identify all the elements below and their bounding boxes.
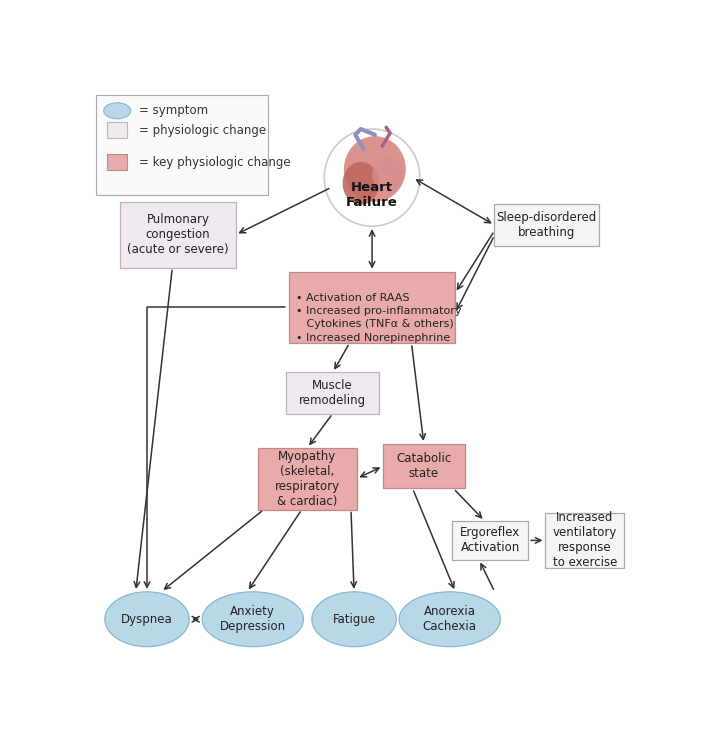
FancyBboxPatch shape [494,203,598,246]
FancyBboxPatch shape [286,372,379,413]
FancyBboxPatch shape [107,154,127,170]
Text: Heart
Failure: Heart Failure [346,181,398,209]
FancyBboxPatch shape [121,202,236,268]
Text: Myopathy
(skeletal,
respiratory
& cardiac): Myopathy (skeletal, respiratory & cardia… [275,450,340,508]
Text: Sleep-disordered
breathing: Sleep-disordered breathing [497,211,597,239]
FancyBboxPatch shape [107,122,127,137]
Text: Ergoreflex
Activation: Ergoreflex Activation [460,526,521,554]
Text: Anorexia
Cachexia: Anorexia Cachexia [423,605,477,633]
Text: Anxiety
Depression: Anxiety Depression [220,605,286,633]
FancyBboxPatch shape [383,444,465,488]
Text: Dyspnea: Dyspnea [121,613,173,626]
Text: Fatigue: Fatigue [333,613,375,626]
Text: = key physiologic change: = key physiologic change [139,156,290,168]
Ellipse shape [312,592,396,647]
Text: Muscle
remodeling: Muscle remodeling [299,379,366,407]
FancyBboxPatch shape [97,95,268,194]
Text: • Activation of RAAS
• Increased pro-inflammatory
   Cytokines (TNFα & others)
•: • Activation of RAAS • Increased pro-inf… [295,293,461,343]
FancyBboxPatch shape [545,513,624,568]
Circle shape [325,129,420,226]
Text: Catabolic
state: Catabolic state [396,452,452,480]
Text: Pulmonary
congestion
(acute or severe): Pulmonary congestion (acute or severe) [127,213,229,256]
Ellipse shape [399,592,500,647]
FancyBboxPatch shape [258,448,356,510]
Ellipse shape [104,102,131,119]
Ellipse shape [202,592,303,647]
FancyBboxPatch shape [452,521,529,559]
Text: = physiologic change: = physiologic change [139,124,266,137]
Ellipse shape [372,156,404,194]
Text: = symptom: = symptom [139,104,208,117]
Ellipse shape [105,592,189,647]
FancyBboxPatch shape [289,272,455,343]
Ellipse shape [343,162,379,205]
Text: Increased
ventilatory
response
to exercise: Increased ventilatory response to exerci… [552,511,617,569]
Ellipse shape [344,137,406,202]
